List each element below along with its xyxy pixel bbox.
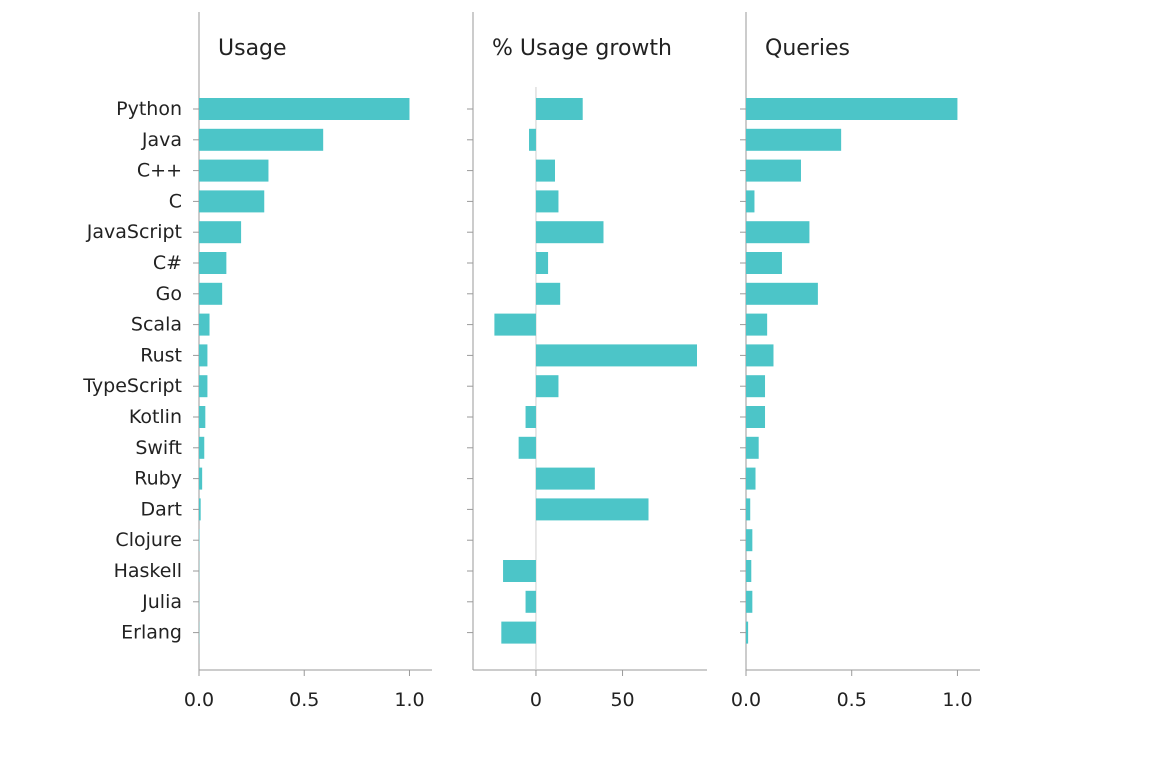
x-tick-label: 0.5 [289, 689, 319, 711]
bar-swift [746, 437, 759, 459]
bar-ruby [746, 468, 756, 490]
bar-c- [536, 160, 555, 182]
panel-title: % Usage growth [492, 36, 672, 61]
panel-title: Queries [765, 36, 850, 61]
bar-julia [526, 591, 536, 613]
bar-kotlin [526, 406, 536, 428]
bar-c [536, 190, 559, 212]
bar-go [746, 283, 818, 305]
bar-dart [536, 498, 649, 520]
bar-python [746, 98, 957, 120]
bar-ruby [199, 468, 202, 490]
category-label: Clojure [115, 529, 182, 551]
bar-go [536, 283, 560, 305]
bar-typescript [536, 375, 559, 397]
category-label: Python [116, 98, 182, 120]
category-label: Java [141, 129, 182, 151]
bar-swift [519, 437, 536, 459]
bar-javascript [746, 221, 809, 243]
x-tick-label: 1.0 [394, 689, 424, 711]
bar-kotlin [746, 406, 765, 428]
category-label: Ruby [134, 468, 182, 490]
x-tick-label: 0 [530, 689, 542, 711]
bar-dart [746, 498, 750, 520]
bar-c- [536, 252, 548, 274]
bar-c- [746, 160, 801, 182]
bar-rust [536, 344, 697, 366]
category-label: Rust [140, 344, 182, 366]
category-label: Erlang [121, 622, 182, 644]
x-tick-label: 0.0 [184, 689, 214, 711]
bar-julia [746, 591, 752, 613]
bar-kotlin [199, 406, 205, 428]
bar-erlang [746, 622, 748, 644]
category-label: TypeScript [82, 375, 182, 397]
x-tick-label: 50 [610, 689, 634, 711]
bar-haskell [503, 560, 536, 582]
category-label: C++ [137, 160, 182, 182]
category-label: C# [153, 252, 182, 274]
category-label: Haskell [114, 560, 182, 582]
category-label: Go [156, 283, 182, 305]
bar-java [529, 129, 536, 151]
bar-javascript [536, 221, 604, 243]
bar-go [199, 283, 222, 305]
panel-title: Usage [218, 36, 287, 61]
bar-python [199, 98, 409, 120]
bar-python [536, 98, 583, 120]
bar-c [199, 190, 264, 212]
x-tick-label: 0.0 [731, 689, 761, 711]
bar-java [746, 129, 841, 151]
bar-c- [199, 252, 226, 274]
bar-java [199, 129, 323, 151]
bar-dart [199, 498, 201, 520]
bar-swift [199, 437, 204, 459]
bar-rust [199, 344, 207, 366]
x-tick-label: 0.5 [837, 689, 867, 711]
bar-scala [746, 314, 767, 336]
category-label: C [169, 190, 182, 212]
bar-c- [746, 252, 782, 274]
category-label: Swift [135, 437, 182, 459]
bar-typescript [199, 375, 207, 397]
bar-javascript [199, 221, 241, 243]
bar-erlang [501, 622, 536, 644]
bar-c- [199, 160, 268, 182]
bar-rust [746, 344, 773, 366]
bar-ruby [536, 468, 595, 490]
category-label: Julia [141, 591, 182, 613]
bar-haskell [746, 560, 751, 582]
bar-scala [199, 314, 210, 336]
bar-c [746, 190, 754, 212]
category-label: Kotlin [129, 406, 182, 428]
category-label: Dart [140, 498, 182, 520]
bar-clojure [746, 529, 752, 551]
category-label: Scala [131, 314, 182, 336]
bar-scala [494, 314, 536, 336]
bar-typescript [746, 375, 765, 397]
category-label: JavaScript [86, 221, 182, 243]
x-tick-label: 1.0 [942, 689, 972, 711]
